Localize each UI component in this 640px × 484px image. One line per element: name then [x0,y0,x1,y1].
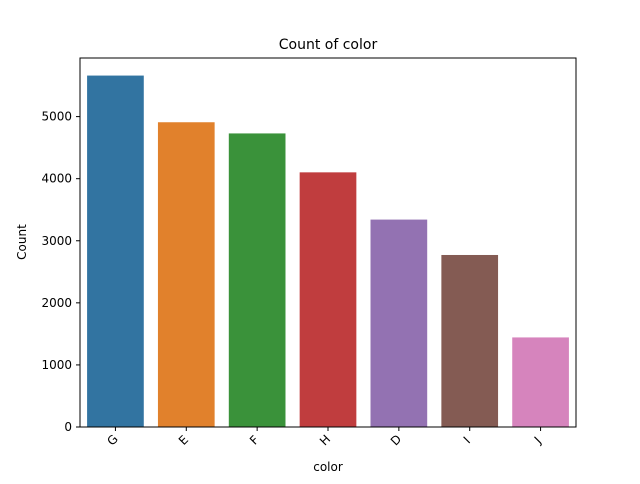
y-tick-label: 3000 [41,234,72,248]
bar-H [299,172,357,427]
bar-F [228,133,286,427]
y-tick-label: 4000 [41,172,72,186]
x-tick-label: E [176,433,191,448]
x-tick-label: J [531,434,544,447]
bar-G [87,75,144,427]
plot-frame [79,57,577,428]
y-axis-label: Count [15,224,29,260]
y-tick-label: 2000 [41,296,72,310]
x-tick-label: F [247,433,262,448]
y-tick-label: 0 [64,420,72,434]
x-tick-label: H [317,432,333,448]
chart-title: Count of color [279,37,378,53]
x-tick-label: G [104,432,120,448]
bar-I [441,254,499,427]
y-axis: 0 1000 2000 3000 4000 5000 [41,110,80,434]
y-tick-label: 1000 [41,358,72,372]
bars-group [87,75,569,427]
y-tick-label: 5000 [41,110,72,124]
bar-J [512,337,569,427]
x-tick-label: I [461,434,473,446]
x-axis-label: color [313,460,343,474]
bar-D [370,219,428,427]
x-tick-label: D [388,432,404,448]
bar-E [157,122,215,427]
